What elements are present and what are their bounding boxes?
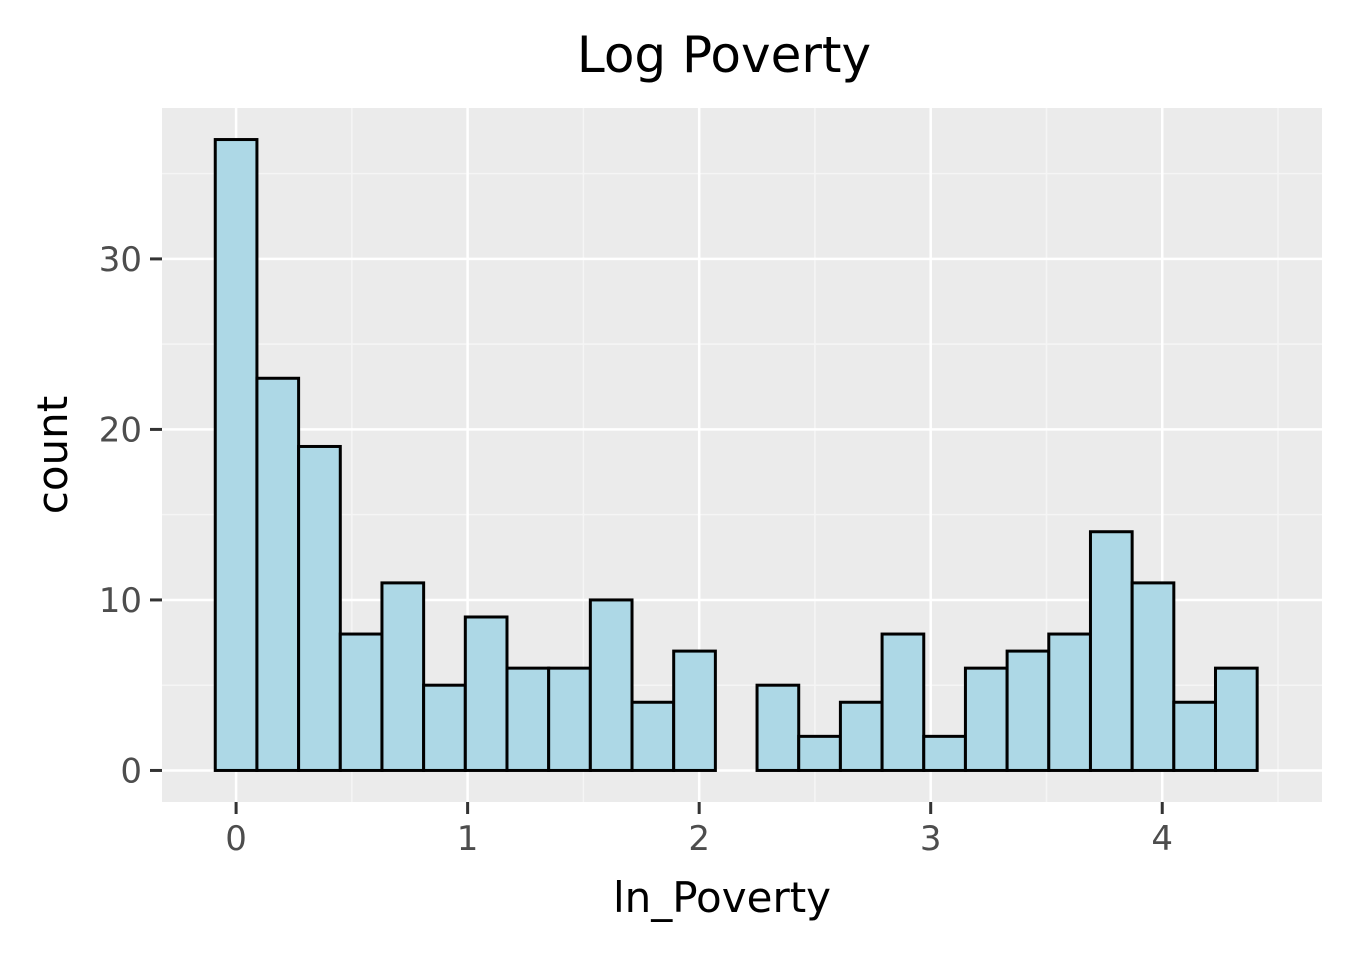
histogram-bar [880,632,926,772]
histogram-bar [1005,649,1051,772]
x-axis: 0 1 2 3 4 [225,802,1173,859]
histogram-bar [1130,581,1176,772]
histogram-bar [1172,700,1217,772]
x-tick-label: 2 [688,819,710,859]
histogram-bar [547,666,592,772]
histogram-bar [338,632,384,772]
histogram-bar [422,683,467,772]
histogram-bar [1213,666,1259,772]
histogram-bar [297,444,342,772]
y-tick-label: 30 [99,240,142,280]
y-tick-label: 10 [99,581,142,621]
y-tick-label: 20 [99,410,142,450]
histogram-bar [963,666,1009,772]
histogram-bar [672,649,717,772]
x-tick-label: 3 [920,819,942,859]
y-tick-label: 0 [120,751,142,791]
y-axis: 0 10 20 30 [99,240,162,791]
y-axis-title: count [28,396,77,515]
histogram-bar [213,138,259,772]
histogram-bar [1088,530,1134,772]
histogram-bars [213,138,1259,772]
histogram-bar [1047,632,1092,772]
histogram-bar [588,598,634,772]
x-tick-label: 4 [1151,819,1173,859]
histogram-bar [838,700,884,772]
x-tick-label: 1 [457,819,479,859]
histogram-bar [380,581,426,772]
histogram-bar [797,734,842,772]
histogram-bar [463,615,509,772]
histogram-bar [755,683,801,772]
x-tick-label: 0 [225,819,247,859]
histogram-bar [505,666,551,772]
histogram-bar [922,734,967,772]
histogram-bar [630,700,676,772]
x-axis-title: ln_Poverty [613,873,831,922]
histogram-bar [255,376,301,772]
chart-title: Log Poverty [577,26,871,84]
